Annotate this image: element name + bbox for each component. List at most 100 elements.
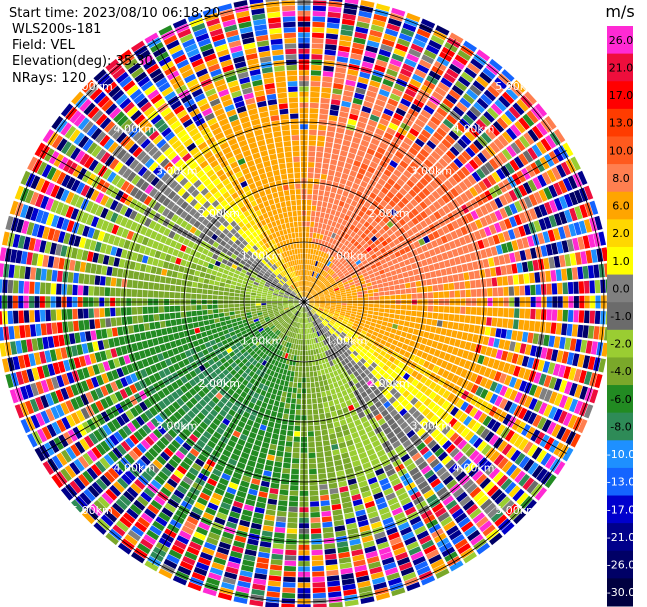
range-gate: [371, 318, 377, 323]
range-gate: [442, 205, 451, 214]
range-gate: [145, 331, 152, 340]
range-gate: [306, 372, 310, 378]
range-gate: [482, 67, 496, 80]
range-gate: [386, 229, 394, 236]
range-gate: [308, 287, 312, 293]
range-gate: [509, 83, 523, 97]
range-gate: [272, 302, 278, 305]
range-gate: [346, 307, 352, 311]
range-gate: [308, 295, 313, 299]
range-gate: [313, 271, 317, 277]
range-gate: [234, 304, 240, 308]
range-gate: [340, 238, 347, 244]
range-gate: [368, 304, 374, 308]
range-gate: [518, 117, 530, 131]
range-gate: [364, 275, 370, 281]
range-gate: [349, 224, 356, 231]
range-gate: [548, 184, 558, 198]
range-gate: [329, 405, 336, 412]
range-gate: [464, 67, 477, 79]
range-gate: [548, 214, 557, 228]
range-gate: [492, 234, 501, 245]
range-gate: [337, 217, 343, 224]
range-gate: [297, 350, 300, 356]
range-gate: [578, 281, 585, 294]
range-gate: [337, 281, 343, 286]
range-gate: [270, 393, 276, 400]
range-gate: [341, 24, 354, 31]
range-gate: [296, 393, 302, 399]
range-gate: [268, 493, 278, 500]
range-gate: [331, 221, 337, 227]
range-gate: [327, 585, 341, 593]
range-gate: [329, 0, 343, 2]
range-gate: [567, 310, 574, 322]
range-gate: [250, 306, 256, 309]
range-gate: [329, 256, 335, 262]
range-gate: [287, 387, 293, 393]
range-gate: [500, 113, 513, 126]
range-gate: [529, 320, 535, 332]
range-gate: [218, 331, 224, 337]
range-gate: [304, 286, 306, 292]
range-gate: [464, 189, 474, 200]
range-gate: [390, 233, 397, 241]
range-gate: [487, 307, 493, 316]
range-gate: [312, 565, 324, 572]
range-gate: [440, 183, 449, 193]
range-gate: [451, 248, 459, 257]
range-gate: [341, 267, 347, 273]
range-gate: [367, 119, 378, 128]
range-gate: [364, 50, 377, 59]
range-gate: [385, 236, 393, 244]
range-gate: [367, 289, 374, 294]
range-gate: [461, 150, 472, 161]
range-gate: [309, 299, 315, 301]
range-gate: [351, 289, 357, 293]
range-gate: [309, 300, 315, 302]
range-gate: [372, 315, 378, 320]
range-gate: [275, 378, 281, 385]
range-gate: [354, 177, 362, 185]
range-gate: [306, 281, 308, 287]
range-gate: [305, 334, 307, 340]
range-gate: [305, 264, 307, 270]
range-gate: [514, 200, 523, 213]
range-gate: [533, 206, 543, 219]
range-gate: [355, 26, 369, 34]
range-gate: [457, 76, 471, 88]
range-gate: [490, 81, 504, 94]
range-gate: [571, 267, 578, 280]
range-gate: [470, 221, 478, 231]
range-gate: [568, 191, 579, 206]
range-gate: [383, 312, 390, 318]
range-gate: [319, 184, 326, 191]
range-gate: [336, 127, 345, 134]
range-gate: [386, 191, 395, 199]
range-gate: [406, 165, 416, 175]
range-gate: [308, 243, 312, 249]
range-gate: [296, 404, 301, 410]
range-gate: [391, 7, 406, 17]
range-gate: [312, 365, 317, 372]
range-gate: [538, 218, 547, 231]
range-gate: [308, 355, 312, 361]
range-gate: [307, 281, 310, 287]
range-gate: [423, 265, 430, 273]
range-gate: [359, 246, 365, 253]
range-gate: [546, 283, 552, 295]
range-gate: [311, 210, 316, 217]
range-gate: [363, 297, 369, 301]
range-gate: [370, 235, 378, 243]
range-gate: [360, 205, 368, 213]
range-gate: [543, 201, 553, 215]
range-gate: [427, 292, 434, 299]
range-gate: [320, 212, 325, 218]
range-gate: [356, 121, 367, 129]
range-gate: [503, 253, 511, 264]
range-gate: [295, 409, 301, 415]
range-gate: [496, 117, 509, 130]
range-gate: [294, 349, 298, 356]
range-gate: [315, 279, 319, 285]
range-gate: [475, 316, 482, 325]
